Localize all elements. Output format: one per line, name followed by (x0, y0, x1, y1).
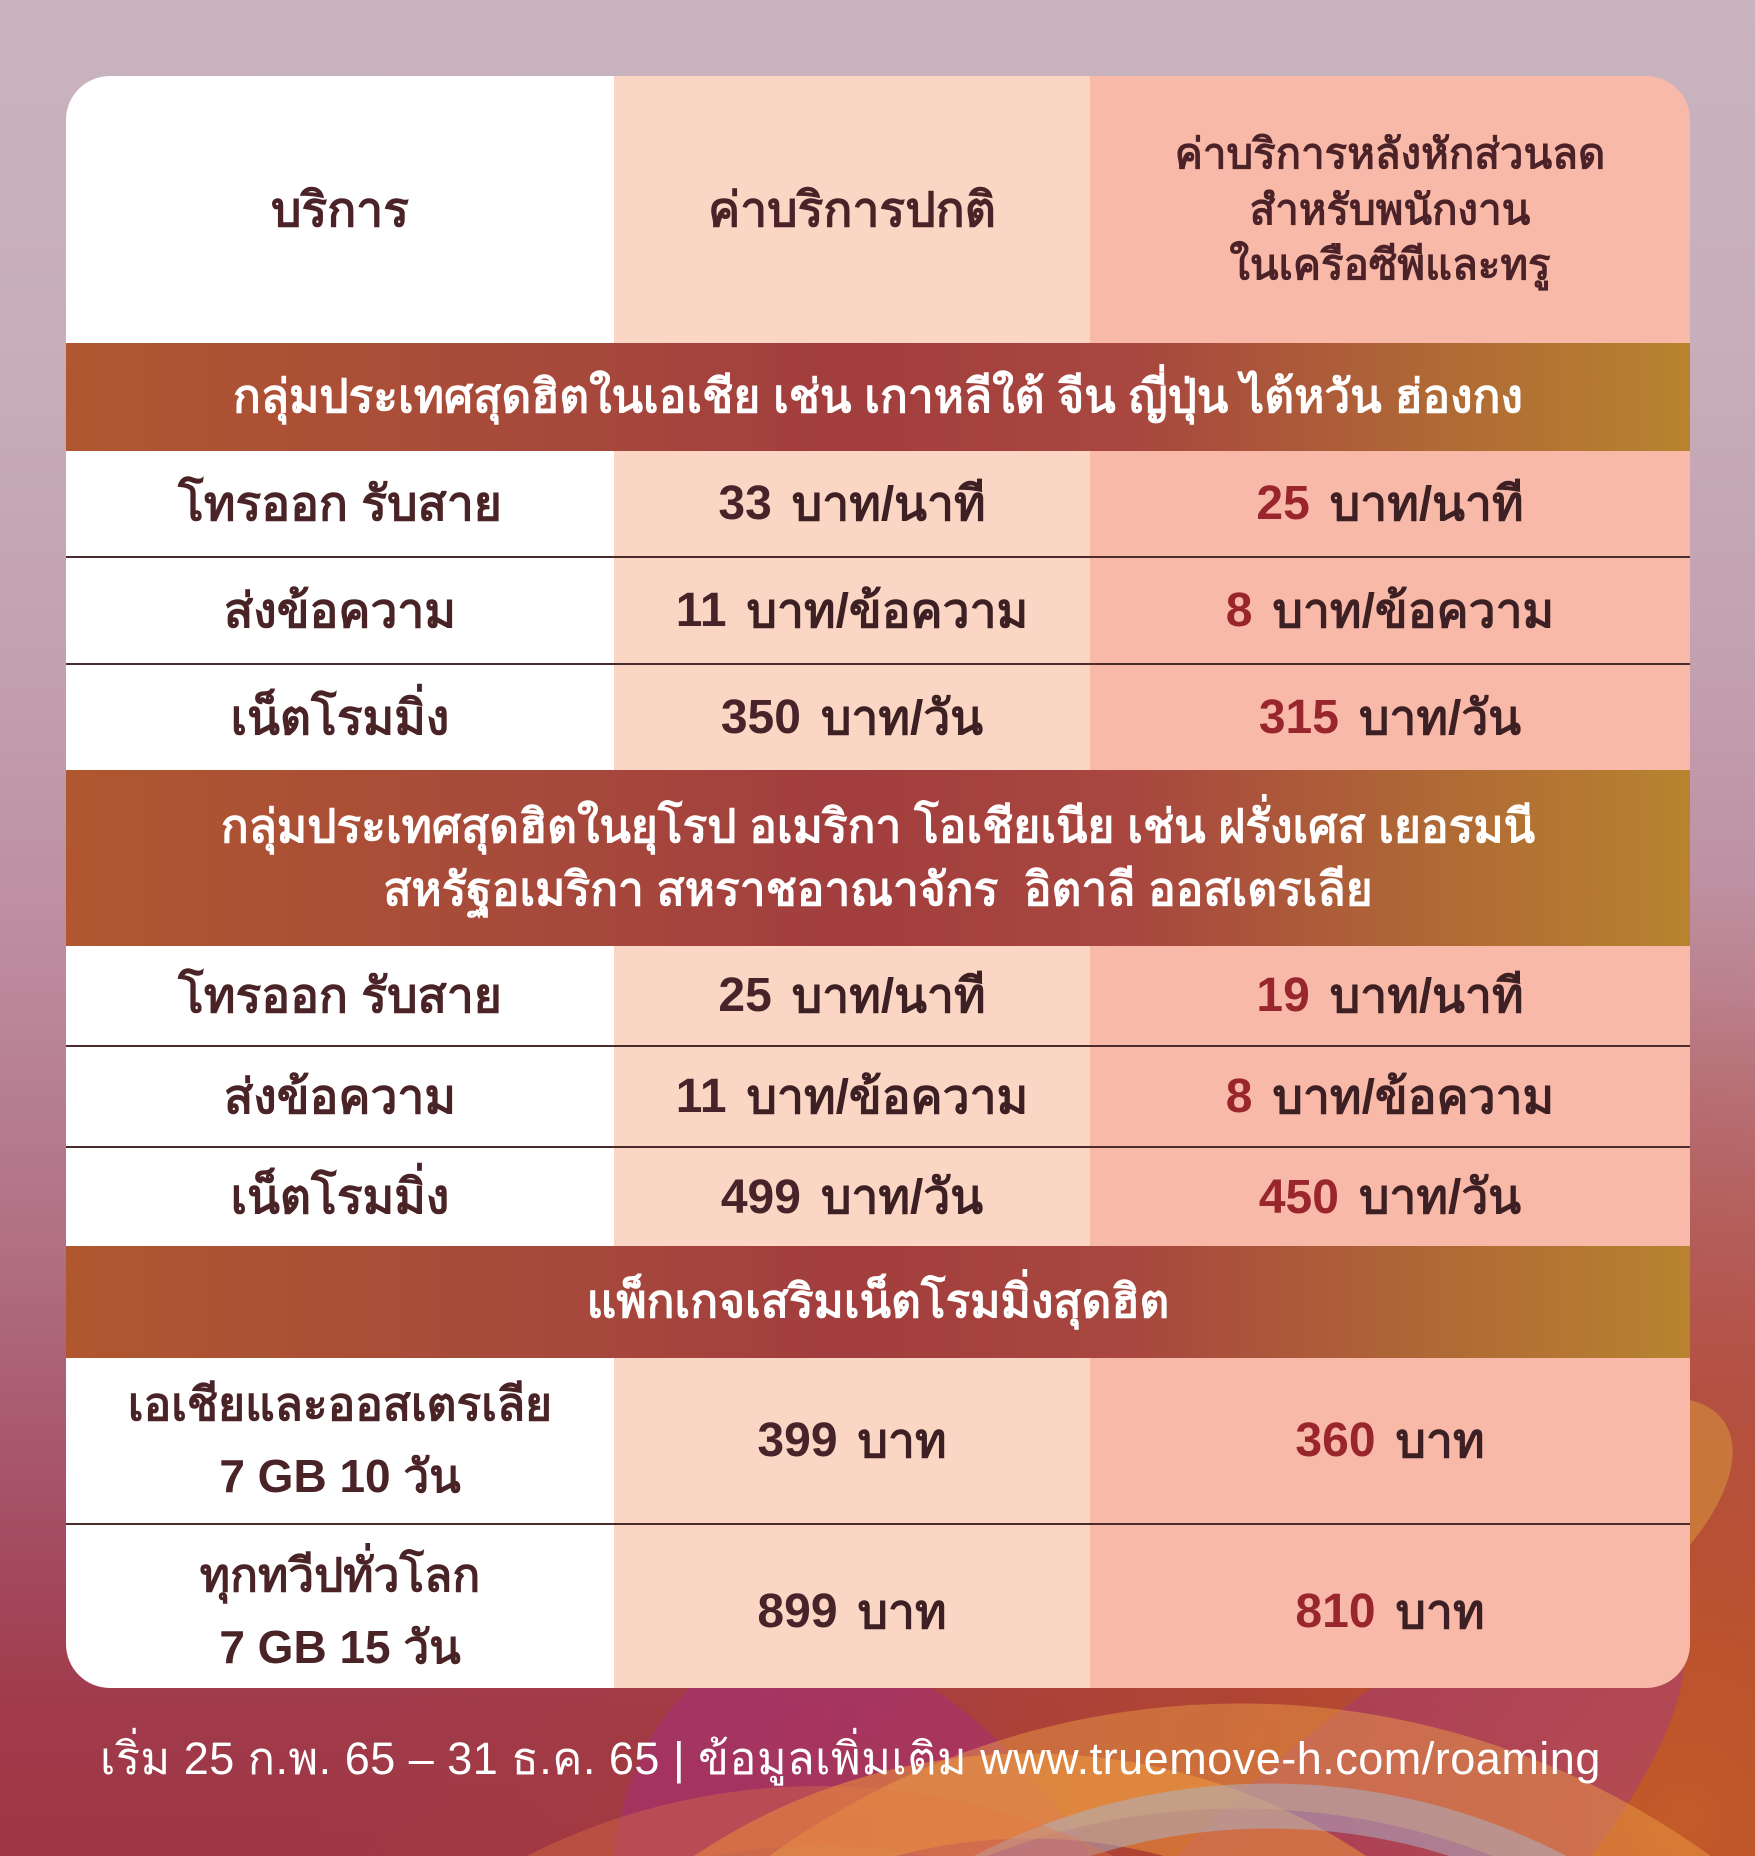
service-cell: ทุกทวีปทั่วโลก 7 GB 15 วัน (66, 1525, 614, 1688)
price-value: 8 (1225, 1070, 1253, 1123)
price-unit: บาท/นาที (1329, 969, 1524, 1023)
column-header-line: ค่าบริการหลังหักส่วนลด (1174, 130, 1606, 178)
table-row: เน็ตโรมมิ่ง 499 บาท/วัน 450 บาท/วัน (66, 1146, 1690, 1246)
price-unit: บาท (857, 1414, 947, 1468)
service-label: โทรออก รับสาย (178, 477, 502, 531)
price-unit: บาท/วัน (820, 691, 984, 745)
normal-price-cell: 25 บาท/นาที (614, 946, 1090, 1045)
service-cell: โทรออก รับสาย (66, 451, 614, 556)
price-value: 499 (720, 1170, 801, 1224)
service-cell: เน็ตโรมมิ่ง (66, 1148, 614, 1246)
price-value: 899 (757, 1585, 838, 1638)
service-label: เน็ตโรมมิ่ง (230, 1171, 450, 1224)
price-value: 33 (718, 477, 772, 530)
table-header-row: บริการ ค่าบริการปกติ ค่าบริการหลังหักส่ว… (66, 76, 1690, 343)
discount-price-cell: 810 บาท (1090, 1525, 1690, 1688)
discount-price-cell: 8 บาท/ข้อความ (1090, 558, 1690, 663)
price-value: 19 (1256, 969, 1310, 1022)
price-unit: บาท (1395, 1414, 1485, 1468)
normal-price-cell: 899 บาท (614, 1525, 1090, 1688)
price-unit: บาท/ข้อความ (746, 584, 1029, 638)
price-value: 350 (720, 691, 801, 744)
price-value: 399 (757, 1414, 838, 1467)
service-cell: โทรออก รับสาย (66, 946, 614, 1045)
column-header-discount-price: ค่าบริการหลังหักส่วนลด สำหรับพนักงาน ในเ… (1090, 76, 1690, 343)
service-label: ส่งข้อความ (223, 584, 457, 638)
price-value: 360 (1295, 1414, 1376, 1467)
section-header-europe: กลุ่มประเทศสุดฮิตในยุโรป อเมริกา โอเชียเ… (66, 770, 1690, 946)
normal-price-cell: 33 บาท/นาที (614, 451, 1090, 556)
section-header-text: กลุ่มประเทศสุดฮิตในยุโรป อเมริกา โอเชียเ… (220, 799, 1536, 852)
price-value: 8 (1225, 584, 1253, 637)
price-unit: บาท (857, 1585, 947, 1639)
table-row: ทุกทวีปทั่วโลก 7 GB 15 วัน 899 บาท 810 บ… (66, 1523, 1690, 1688)
service-label-line1: ทุกทวีปทั่วโลก (199, 1548, 481, 1601)
price-unit: บาท (1395, 1585, 1485, 1639)
price-value: 25 (1256, 477, 1310, 530)
discount-price-cell: 450 บาท/วัน (1090, 1148, 1690, 1246)
column-header-line: ในเครือซีพีและทรู (1229, 241, 1551, 289)
table-row: ส่งข้อความ 11 บาท/ข้อความ 8 บาท/ข้อความ (66, 1045, 1690, 1146)
service-cell: เอเชียและออสเตรเลีย 7 GB 10 วัน (66, 1358, 614, 1523)
table-row: ส่งข้อความ 11 บาท/ข้อความ 8 บาท/ข้อความ (66, 556, 1690, 663)
discount-price-cell: 25 บาท/นาที (1090, 451, 1690, 556)
pricing-card: บริการ ค่าบริการปกติ ค่าบริการหลังหักส่ว… (66, 76, 1690, 1688)
price-value: 11 (675, 1070, 727, 1123)
table-row: โทรออก รับสาย 25 บาท/นาที 19 บาท/นาที (66, 946, 1690, 1045)
service-label-line1: เอเชียและออสเตรเลีย (127, 1377, 553, 1430)
section-header-text: แพ็กเกจเสริมเน็ตโรมมิ่งสุดฮิต (586, 1275, 1170, 1328)
price-unit: บาท/ข้อความ (1272, 584, 1555, 638)
column-header-normal-price: ค่าบริการปกติ (614, 76, 1090, 343)
service-cell: ส่งข้อความ (66, 558, 614, 663)
price-unit: บาท/นาที (1329, 477, 1524, 531)
normal-price-cell: 11 บาท/ข้อความ (614, 1047, 1090, 1146)
table-row: โทรออก รับสาย 33 บาท/นาที 25 บาท/นาที (66, 451, 1690, 556)
normal-price-cell: 499 บาท/วัน (614, 1148, 1090, 1246)
discount-price-cell: 360 บาท (1090, 1358, 1690, 1523)
service-cell: เน็ตโรมมิ่ง (66, 665, 614, 770)
price-unit: บาท/วัน (820, 1171, 984, 1224)
service-label: เน็ตโรมมิ่ง (230, 691, 450, 745)
price-value: 450 (1258, 1170, 1339, 1224)
service-label-line2: 7 GB 10 วัน (219, 1449, 461, 1502)
discount-price-cell: 8 บาท/ข้อความ (1090, 1047, 1690, 1146)
table-row: เอเชียและออสเตรเลีย 7 GB 10 วัน 399 บาท … (66, 1358, 1690, 1523)
section-header-asia: กลุ่มประเทศสุดฮิตในเอเชีย เช่น เกาหลีใต้… (66, 343, 1690, 451)
service-label: โทรออก รับสาย (178, 969, 502, 1023)
service-cell: ส่งข้อความ (66, 1047, 614, 1146)
column-header-label: ค่าบริการปกติ (708, 183, 996, 237)
service-label: ส่งข้อความ (223, 1070, 457, 1124)
price-unit: บาท/ข้อความ (746, 1070, 1029, 1124)
price-value: 810 (1295, 1585, 1376, 1638)
price-unit: บาท/วัน (1358, 691, 1522, 745)
column-header-label: บริการ (270, 183, 410, 237)
price-unit: บาท/ข้อความ (1272, 1070, 1555, 1124)
price-value: 11 (675, 584, 727, 637)
column-header-line: สำหรับพนักงาน (1249, 185, 1531, 233)
section-header-packages: แพ็กเกจเสริมเน็ตโรมมิ่งสุดฮิต (66, 1246, 1690, 1358)
promo-period-and-url: เริ่ม 25 ก.พ. 65 – 31 ธ.ค. 65 | ข้อมูลเพ… (100, 1733, 1601, 1784)
normal-price-cell: 350 บาท/วัน (614, 665, 1090, 770)
price-value: 25 (718, 969, 772, 1022)
price-unit: บาท/นาที (791, 477, 986, 531)
price-unit: บาท/นาที (791, 969, 986, 1023)
normal-price-cell: 399 บาท (614, 1358, 1090, 1523)
normal-price-cell: 11 บาท/ข้อความ (614, 558, 1090, 663)
service-label-line2: 7 GB 15 วัน (219, 1620, 461, 1673)
section-header-text: สหรัฐอเมริกา สหราชอาณาจักร อิตาลี ออสเตร… (383, 863, 1373, 915)
price-value: 315 (1258, 691, 1339, 744)
discount-price-cell: 315 บาท/วัน (1090, 665, 1690, 770)
discount-price-cell: 19 บาท/นาที (1090, 946, 1690, 1045)
section-header-text: กลุ่มประเทศสุดฮิตในเอเชีย เช่น เกาหลีใต้… (233, 370, 1523, 423)
column-header-service: บริการ (66, 76, 614, 343)
price-unit: บาท/วัน (1358, 1171, 1522, 1224)
table-row: เน็ตโรมมิ่ง 350 บาท/วัน 315 บาท/วัน (66, 663, 1690, 770)
